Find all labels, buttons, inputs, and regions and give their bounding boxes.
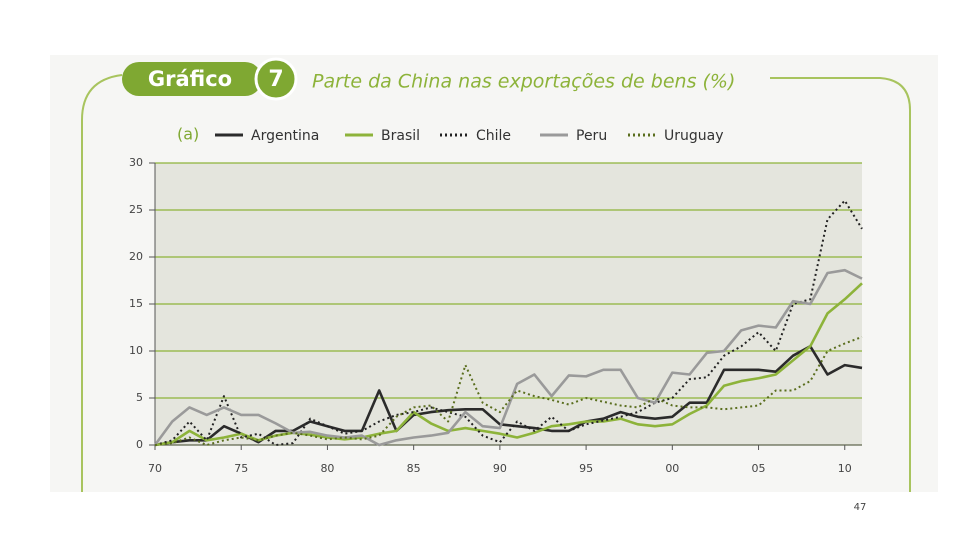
badge-number: 7 (268, 67, 283, 92)
number-badge (254, 57, 298, 101)
y-tick-label: 10 (129, 344, 143, 357)
x-tick-label: 00 (665, 462, 679, 475)
legend-label: Brasil (381, 128, 420, 144)
y-tick-label: 15 (129, 297, 143, 310)
series-line (153, 268, 863, 447)
series-line (154, 199, 863, 446)
x-tick-label: 80 (320, 462, 334, 475)
series-line (154, 345, 863, 447)
legend-label: Argentina (251, 128, 319, 144)
x-tick-label: 90 (493, 462, 507, 475)
badge-text: Gráfico (148, 67, 232, 91)
x-tick-label: 05 (752, 462, 766, 475)
x-tick-label: 85 (407, 462, 421, 475)
y-tick-label: 30 (129, 156, 143, 169)
y-tick-label: 5 (136, 391, 143, 404)
y-tick-label: 0 (136, 438, 143, 451)
x-tick-label: 70 (148, 462, 162, 475)
x-tick-label: 10 (838, 462, 852, 475)
page-number: 47 (854, 502, 867, 513)
panel-label: (a) (177, 125, 199, 144)
chart-title: Parte da China nas exportações de bens (… (312, 71, 735, 93)
x-tick-label: 75 (234, 462, 248, 475)
card-border (81, 74, 911, 492)
legend-label: Peru (576, 128, 607, 144)
legend-label: Chile (476, 128, 511, 144)
y-tick-label: 25 (129, 203, 143, 216)
legend-label: Uruguay (664, 128, 724, 144)
x-tick-label: 95 (579, 462, 593, 475)
y-tick-label: 20 (129, 250, 143, 263)
series-line (154, 282, 863, 447)
badge (122, 62, 262, 96)
